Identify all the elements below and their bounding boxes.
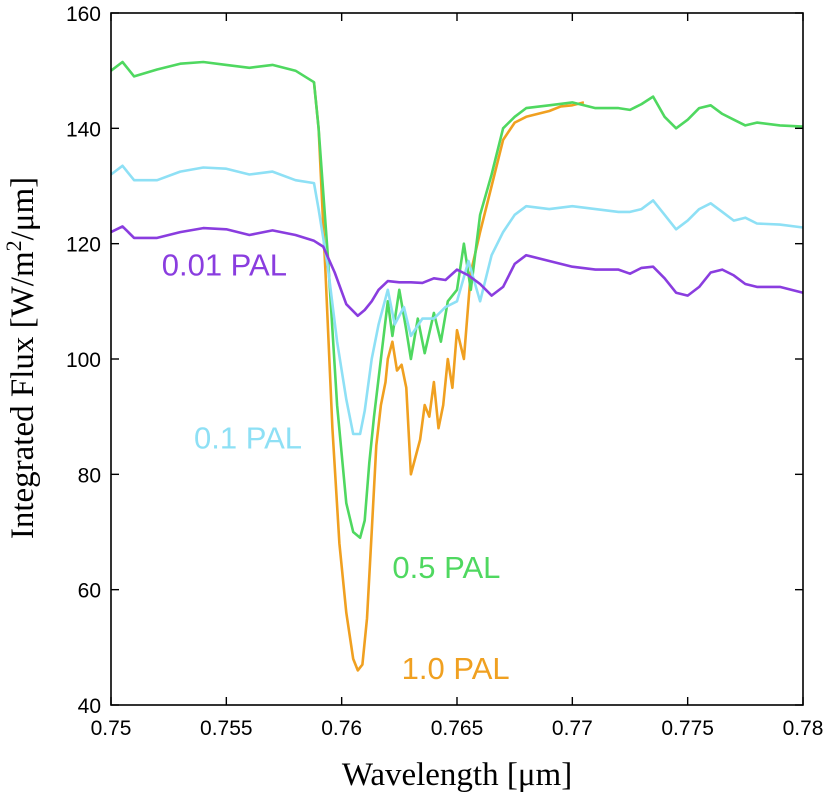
series-group bbox=[110, 60, 804, 672]
x-tick-label: 0.775 bbox=[661, 717, 714, 740]
y-axis-title: Integrated Flux [W/m2/μm] bbox=[1, 177, 41, 539]
y-axis-title-superscript: 2 bbox=[1, 240, 26, 251]
y-axis-title-suffix: /μm] bbox=[5, 177, 41, 241]
x-tick-label: 0.75 bbox=[91, 717, 132, 740]
y-tick-label: 100 bbox=[66, 349, 101, 372]
y-tick-label: 40 bbox=[78, 695, 101, 718]
ticks-group: 0.75 0.755 0.76 0.765 0.77 0.775 0.78 40 60 80 100… bbox=[66, 3, 823, 740]
series-label: 1.0 PAL bbox=[402, 651, 510, 686]
x-tick-label: 0.78 bbox=[783, 717, 824, 740]
series-label: 0.1 PAL bbox=[194, 420, 302, 455]
series-labels: 0.01 PAL 0.1 PAL 0.5 PAL 1.0 PAL bbox=[162, 247, 510, 686]
x-tick-label: 0.77 bbox=[552, 717, 593, 740]
plot-frame bbox=[110, 12, 804, 706]
series-line-1-0-pal bbox=[312, 82, 585, 672]
series-label: 0.01 PAL bbox=[162, 247, 287, 282]
series-line-0-01-pal bbox=[110, 225, 804, 318]
x-tick-label: 0.765 bbox=[431, 717, 484, 740]
y-tick-label: 80 bbox=[78, 464, 101, 487]
x-tick-label: 0.76 bbox=[321, 717, 362, 740]
x-tick-label: 0.755 bbox=[200, 717, 253, 740]
series-line-0-5-pal bbox=[110, 60, 804, 540]
y-tick-label: 120 bbox=[66, 234, 101, 257]
y-axis-title-prefix: Integrated Flux [W/m bbox=[5, 251, 41, 539]
series-line-0-1-pal bbox=[110, 164, 804, 436]
y-tick-label: 60 bbox=[78, 580, 101, 603]
series-label: 0.5 PAL bbox=[392, 550, 500, 585]
x-axis-title: Wavelength [μm] bbox=[342, 757, 572, 793]
y-tick-label: 160 bbox=[66, 3, 101, 26]
y-tick-label: 140 bbox=[66, 118, 101, 141]
